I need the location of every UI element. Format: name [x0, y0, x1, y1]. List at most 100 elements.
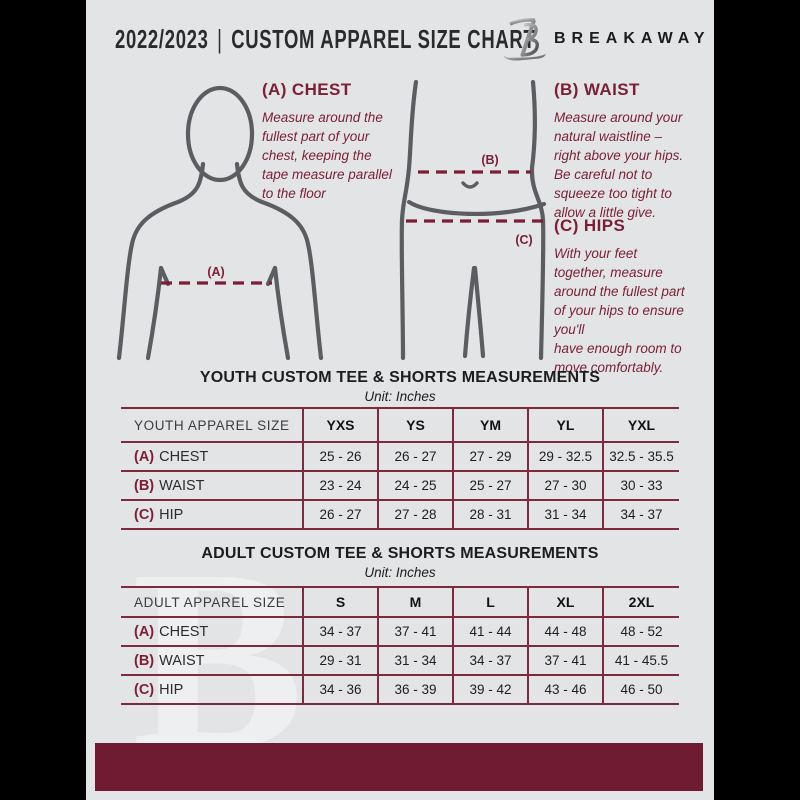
- apparel-size-column-header: YOUTH APPAREL SIZE: [134, 417, 290, 433]
- right-chest-side-line: [272, 265, 291, 361]
- size-header-cell: YXS: [302, 408, 378, 442]
- waist-guide-heading: (B) WAIST: [554, 80, 640, 99]
- adult-table-title: ADULT CUSTOM TEE & SHORTS MEASUREMENTS: [201, 545, 599, 562]
- breakaway-logo-icon: [504, 18, 546, 61]
- youth-table-unit: Unit: Inches: [364, 389, 436, 404]
- measurement-value-cell: 31 - 34: [527, 499, 603, 529]
- title-separator: |: [217, 24, 223, 54]
- measurement-row: (A) CHEST 25 - 26 26 - 27 27 - 29 29 - 32.5 32…: [121, 441, 679, 471]
- measurement-value-cell: 34 - 37: [302, 616, 378, 646]
- measurement-value-cell: 41 - 45.5: [602, 645, 679, 675]
- measurement-value-cell: 39 - 42: [452, 674, 528, 704]
- left-inseam-line: [462, 265, 477, 359]
- hips-line-label: (C): [515, 233, 532, 247]
- measurement-row-label: (C) HIP: [121, 674, 303, 704]
- measurement-value-cell: 27 - 30: [527, 470, 603, 500]
- measurement-value-cell: 41 - 44: [452, 616, 528, 646]
- measurement-value-cell: 29 - 32.5: [527, 441, 603, 471]
- apparel-size-column-header: ADULT APPAREL SIZE: [134, 594, 286, 610]
- measurement-row: (C) HIP 26 - 27 27 - 28 28 - 31 31 - 34 34 - 3…: [121, 499, 679, 529]
- measurement-value-cell: 44 - 48: [527, 616, 603, 646]
- measurement-value-cell: 34 - 36: [302, 674, 378, 704]
- size-table-header-row: YOUTH APPAREL SIZE YXS YS YM YL YXL: [121, 408, 679, 442]
- measurement-value-cell: 34 - 37: [452, 645, 528, 675]
- youth-size-table: YOUTH APPAREL SIZE YXS YS YM YL YXL (A) CHEST 25…: [121, 407, 679, 530]
- footer-accent-bar: [95, 743, 703, 791]
- measurement-value-cell: 48 - 52: [602, 616, 679, 646]
- adult-table-unit: Unit: Inches: [364, 565, 436, 580]
- measurement-row: (A) CHEST 34 - 37 37 - 41 41 - 44 44 - 48 48 -…: [121, 616, 679, 646]
- measurement-row-label: (B) WAIST: [121, 470, 303, 500]
- chest-guide-block: (A) CHEST Measure around the fullest par…: [262, 80, 412, 203]
- size-header-cell: YS: [377, 408, 453, 442]
- measurement-value-cell: 34 - 37: [602, 499, 679, 529]
- left-torso-leg-outline: [399, 79, 419, 361]
- measurement-value-cell: 25 - 27: [452, 470, 528, 500]
- measurement-row-label: (B) WAIST: [121, 645, 303, 675]
- size-chart-page: 2022/2023 | CUSTOM APPAREL SIZE CHART BREA…: [86, 0, 714, 800]
- size-header-cell: M: [377, 587, 453, 617]
- waist-guide-text: Measure around your natural waistline – …: [554, 110, 684, 220]
- measurement-row-label: (C) HIP: [121, 499, 303, 529]
- right-shoulder-arm-outline: [234, 161, 324, 361]
- size-header-cell: 2XL: [602, 587, 679, 617]
- chest-guide-text: Measure around the fullest part of your …: [262, 110, 392, 201]
- measurement-row: (C) HIP 34 - 36 36 - 39 39 - 42 43 - 46 46 - 5…: [121, 674, 679, 704]
- measurement-row: (B) WAIST 23 - 24 24 - 25 25 - 27 27 - 30 30 -…: [121, 470, 679, 500]
- hips-guide-heading: (C) HIPS: [554, 216, 626, 235]
- chest-line-label: (A): [207, 265, 224, 279]
- measurement-value-cell: 32.5 - 35.5: [602, 441, 679, 471]
- left-chest-side-line: [145, 265, 164, 361]
- measurement-letter-badge: (C): [134, 681, 155, 698]
- right-torso-leg-outline: [529, 79, 546, 361]
- head-outline: [185, 85, 255, 183]
- measurement-value-cell: 30 - 33: [602, 470, 679, 500]
- measurement-value-cell: 25 - 26: [302, 441, 378, 471]
- size-table-header-row: ADULT APPAREL SIZE S M L XL 2XL: [121, 587, 679, 617]
- size-header-cell: YL: [527, 408, 603, 442]
- chest-guide-heading: (A) CHEST: [262, 80, 352, 99]
- size-header-cell: YXL: [602, 408, 679, 442]
- measurement-letter-badge: (A): [134, 448, 155, 465]
- left-armpit-crease: [158, 265, 171, 287]
- measurement-value-cell: 37 - 41: [527, 645, 603, 675]
- measurement-row-label: (A) CHEST: [121, 616, 303, 646]
- measurement-letter-badge: (A): [134, 623, 155, 640]
- measurement-value-cell: 31 - 34: [377, 645, 453, 675]
- measurement-letter-badge: (C): [134, 506, 155, 523]
- measurement-value-cell: 27 - 28: [377, 499, 453, 529]
- measurement-value-cell: 29 - 31: [302, 645, 378, 675]
- measurement-letter-badge: (B): [134, 477, 155, 494]
- page-header-title: 2022/2023 | CUSTOM APPAREL SIZE CHART: [115, 24, 535, 55]
- size-header-cell: YM: [452, 408, 528, 442]
- edition-year: 2022/2023: [115, 24, 209, 54]
- measurement-value-cell: 37 - 41: [377, 616, 453, 646]
- size-header-cell: L: [452, 587, 528, 617]
- measurement-value-cell: 24 - 25: [377, 470, 453, 500]
- right-armpit-crease: [265, 265, 278, 287]
- measurement-value-cell: 46 - 50: [602, 674, 679, 704]
- measurement-value-cell: 36 - 39: [377, 674, 453, 704]
- measurement-row-label: (A) CHEST: [121, 441, 303, 471]
- size-header-cell: XL: [527, 587, 603, 617]
- brand-name: BREAKAWAY: [554, 30, 711, 47]
- waist-guide-block: (B) WAIST Measure around your natural wa…: [554, 80, 712, 222]
- navel-mark: [461, 181, 479, 189]
- measurement-value-cell: 23 - 24: [302, 470, 378, 500]
- measurement-value-cell: 26 - 27: [377, 441, 453, 471]
- youth-table-title: YOUTH CUSTOM TEE & SHORTS MEASUREMENTS: [199, 369, 601, 386]
- hip-waistband-curve: [406, 199, 547, 216]
- hips-guide-text: With your feet together, measure around …: [554, 246, 685, 375]
- hips-guide-block: (C) HIPS With your feet together, measur…: [554, 216, 714, 377]
- measurement-value-cell: 28 - 31: [452, 499, 528, 529]
- right-inseam-line: [472, 265, 486, 359]
- measurement-value-cell: 27 - 29: [452, 441, 528, 471]
- adult-size-table: ADULT APPAREL SIZE S M L XL 2XL (A) CHEST 34 - 3…: [121, 586, 679, 705]
- measurement-row: (B) WAIST 29 - 31 31 - 34 34 - 37 37 - 41 41 -…: [121, 645, 679, 675]
- measurement-value-cell: 43 - 46: [527, 674, 603, 704]
- measurement-letter-badge: (B): [134, 652, 155, 669]
- page-title: CUSTOM APPAREL SIZE CHART: [231, 24, 536, 54]
- size-header-cell: S: [302, 587, 378, 617]
- measurement-figures-illustration: (A) (B) (C): [116, 79, 547, 361]
